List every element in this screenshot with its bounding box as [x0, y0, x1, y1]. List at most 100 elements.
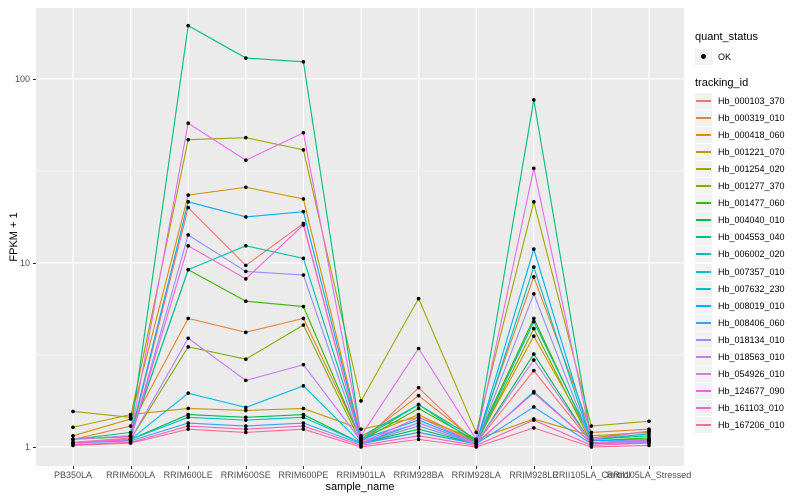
- legend-item-label: Hb_000418_060: [718, 129, 785, 140]
- data-point: [474, 445, 479, 449]
- legend-item-label: OK: [718, 51, 732, 62]
- data-point: [301, 131, 306, 135]
- x-tick-label: RRIM928BA: [393, 470, 444, 480]
- data-point: [186, 121, 190, 126]
- x-tick-mark: [649, 466, 650, 469]
- line-key-icon: [695, 297, 712, 314]
- line-sample: [696, 304, 711, 307]
- data-point: [532, 319, 536, 324]
- data-point: [532, 352, 536, 356]
- legend-item-label: Hb_000103_370: [718, 95, 785, 106]
- data-point: [532, 275, 536, 279]
- line-sample: [696, 287, 711, 290]
- data-point: [589, 430, 594, 435]
- line-sample: [696, 133, 711, 136]
- legend-item-Hb_004040_010: Hb_004040_010: [695, 212, 785, 229]
- data-point: [244, 244, 248, 248]
- x-tick-mark: [245, 466, 247, 469]
- data-point: [416, 424, 421, 428]
- data-point: [532, 292, 536, 296]
- legend-item-label: Hb_124677_090: [718, 386, 785, 397]
- data-point: [532, 368, 536, 373]
- data-point: [532, 334, 536, 339]
- line-sample: [696, 270, 711, 273]
- x-tick-mark: [303, 466, 305, 469]
- data-point: [186, 200, 190, 204]
- data-point: [301, 421, 306, 425]
- data-point: [416, 385, 421, 390]
- data-point: [71, 409, 75, 414]
- x-tick-mark: [188, 466, 190, 469]
- data-point: [71, 437, 75, 442]
- data-point: [532, 426, 536, 430]
- data-point: [301, 256, 306, 261]
- line-key-icon: [695, 280, 712, 297]
- data-point: [244, 185, 248, 190]
- y-tick-label: 10: [19, 257, 30, 268]
- legend-item-label: Hb_007357_010: [718, 266, 785, 277]
- legend-item-Hb_007357_010: Hb_007357_010: [695, 263, 785, 280]
- line-key-icon: [695, 229, 712, 246]
- legend-item-Hb_054926_010: Hb_054926_010: [695, 366, 785, 383]
- data-point: [359, 399, 363, 403]
- data-point: [128, 441, 133, 445]
- data-point: [301, 223, 306, 227]
- y-axis-title: FPKM + 1: [8, 212, 20, 262]
- data-point: [186, 345, 190, 349]
- x-tick-mark: [533, 466, 535, 469]
- data-point: [647, 431, 651, 436]
- data-point: [474, 437, 479, 442]
- data-point: [244, 56, 248, 60]
- data-point: [416, 415, 421, 420]
- data-point: [244, 405, 248, 410]
- line-key-icon: [695, 195, 712, 212]
- x-tick-mark: [361, 466, 362, 469]
- data-point: [532, 418, 536, 422]
- data-point: [244, 330, 248, 335]
- legend-item-label: Hb_004553_040: [718, 232, 785, 243]
- line-key-icon: [695, 331, 712, 348]
- data-point: [186, 412, 190, 417]
- legend-item-label: Hb_007632_230: [718, 283, 785, 294]
- plot-canvas: [36, 8, 684, 466]
- data-point: [244, 158, 248, 162]
- line-key-icon: [695, 212, 712, 229]
- legend-item-ok: OK: [695, 48, 731, 65]
- line-sample: [696, 356, 711, 358]
- data-point: [532, 166, 536, 171]
- data-point: [186, 205, 190, 210]
- legend-title-tracking-id: tracking_id: [695, 77, 749, 89]
- data-point: [186, 244, 190, 248]
- data-point: [244, 427, 248, 431]
- x-tick-label: RRII105LA_Control: [552, 470, 631, 480]
- line-sample: [696, 150, 711, 153]
- line-sample: [696, 424, 711, 427]
- data-point: [244, 277, 248, 281]
- data-point: [301, 323, 306, 327]
- data-point: [589, 434, 594, 438]
- x-tick-label: RRIM600LE: [163, 470, 213, 480]
- data-point: [532, 326, 536, 331]
- data-point: [359, 427, 363, 431]
- data-point: [301, 427, 306, 431]
- data-point: [186, 193, 190, 197]
- data-point: [532, 200, 536, 204]
- data-point: [186, 415, 190, 420]
- data-point: [186, 406, 190, 411]
- data-point: [244, 357, 248, 362]
- legend-item-Hb_001221_070: Hb_001221_070: [695, 143, 785, 160]
- legend-item-label: Hb_018134_010: [718, 334, 785, 345]
- data-point: [416, 418, 421, 422]
- ok-point-key: [695, 48, 712, 65]
- data-point: [128, 415, 133, 420]
- data-point: [647, 419, 651, 424]
- data-point: [647, 429, 651, 433]
- legend-item-Hb_124677_090: Hb_124677_090: [695, 383, 785, 400]
- x-tick-label: RRIM600PE: [278, 470, 329, 480]
- line-sample: [696, 116, 711, 119]
- line-sample: [696, 99, 711, 102]
- data-point: [128, 412, 133, 417]
- data-point: [532, 265, 536, 269]
- legend-item-Hb_001277_370: Hb_001277_370: [695, 178, 785, 195]
- data-point: [416, 437, 421, 442]
